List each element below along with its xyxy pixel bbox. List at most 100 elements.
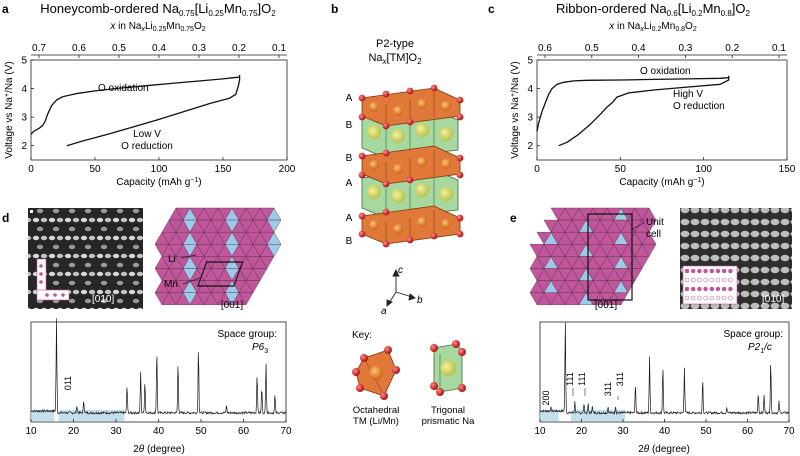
- overlay-atom: [728, 277, 733, 283]
- overlay-atom: [684, 277, 690, 283]
- overlay-atom: [703, 295, 708, 301]
- overlay-atom: [728, 295, 733, 301]
- mn-octahedron: [245, 280, 261, 294]
- panel-a-title: Honeycomb-ordered Na0.75[Li0.25Mn0.75]O2: [40, 1, 276, 18]
- panel-d-xrd-axes: 10 20 30 40 50 60 70: [25, 419, 292, 437]
- top-tick-label: 0.1: [272, 43, 286, 54]
- panel-c: c Ribbon-ordered Na0.6[Li0.2Mn0.8]O2 x i…: [488, 1, 796, 188]
- overlay-atom: [703, 286, 708, 292]
- overlay-atom: [709, 295, 715, 301]
- top-tick-label: 0.1: [772, 43, 786, 54]
- overlay-atom: [697, 286, 702, 292]
- overlay-atom: [721, 277, 727, 283]
- overlay-atom: [728, 286, 733, 292]
- key-label: Key:: [352, 330, 372, 341]
- panel-d: d [010] Li Mn [001] 10 20 30 40 50 60 70 Space…: [2, 207, 292, 455]
- y-tick-label: 3: [527, 113, 533, 124]
- panel-letter-a: a: [2, 2, 9, 16]
- overlay-atom: [721, 286, 727, 292]
- panel-c-title: Ribbon-ordered Na0.6[Li0.2Mn0.8]O2: [556, 1, 750, 18]
- overlay-atom: [697, 295, 702, 301]
- panel-a-curves: [30, 74, 241, 147]
- stem-overlay-e: [682, 265, 738, 305]
- key-prism-label-2: prismatic Na: [422, 416, 476, 427]
- li-octahedron: [266, 219, 282, 233]
- y-tick-label: 2: [527, 141, 533, 152]
- panel-d-xrd-pattern: [30, 318, 287, 416]
- x-tick-label: 70: [783, 426, 795, 437]
- mn-label: Mn: [164, 279, 178, 290]
- panel-a-annot-oxidation: O oxidation: [98, 83, 149, 94]
- overlay-atom: [709, 277, 715, 283]
- x-tick-label: 30: [110, 426, 122, 437]
- key-octa-label-1: Octahedral: [353, 405, 399, 416]
- x-tick-label: 10: [534, 426, 546, 437]
- space-group-d: P63: [252, 342, 268, 355]
- panel-c-xlabel: Capacity (mAh g−1): [619, 177, 704, 188]
- overlay-atom: [728, 268, 733, 274]
- key-prism-label-1: Trigonal: [431, 405, 465, 416]
- x-tick-label: 10: [25, 426, 37, 437]
- x-tick-label: 200: [279, 164, 296, 175]
- panel-b-title-1: P2-type: [376, 38, 414, 50]
- space-group-label-e: Space group:: [724, 329, 784, 340]
- x-tick-label: 20: [68, 426, 80, 437]
- mn-octahedron: [613, 292, 629, 306]
- overlay-atom: [709, 286, 715, 292]
- top-tick-label: 0.3: [678, 43, 692, 54]
- voltage-curve: [66, 74, 241, 147]
- x-tick-label: 60: [742, 426, 754, 437]
- top-tick-label: 0.7: [32, 43, 46, 54]
- key-octa-label-2: TM (Li/Mn): [353, 416, 399, 427]
- li-label: Li: [168, 254, 176, 265]
- peak-label: 311: [603, 382, 613, 396]
- y-tick-label: 2: [21, 141, 27, 152]
- panel-d-excluded-bands: [31, 410, 125, 421]
- panel-c-top-axis-label: x in NaxLi0.2Mn0.8O2: [608, 21, 697, 33]
- stem-overlay-d: [36, 258, 70, 301]
- x-tick-label: 20: [576, 426, 588, 437]
- x-tick-label: 0: [534, 164, 540, 175]
- overlay-atom: [703, 268, 708, 274]
- li-pointer: [180, 254, 197, 259]
- panel-a-xlabel: Capacity (mAh g−1): [116, 177, 201, 188]
- y-tick-label: 4: [527, 84, 533, 95]
- unit-cell-pointer: [630, 221, 646, 231]
- stem-zone-label-d: [010]: [92, 294, 114, 305]
- peak-label: 200: [541, 390, 551, 405]
- panel-e-xrd-pattern: [539, 322, 790, 416]
- excluded-region-band: [31, 410, 55, 421]
- xrd-trace: [539, 322, 790, 416]
- axis-c-label: c: [398, 265, 403, 276]
- voltage-curve: [30, 76, 240, 135]
- overlay-atom: [690, 268, 696, 274]
- overlay-atom: [715, 277, 721, 283]
- stem-zone-label-e: [010]: [762, 294, 784, 305]
- axis-b-label: b: [417, 295, 423, 306]
- x-tick-label: 50: [89, 164, 101, 175]
- panel-a-top-ticks: 0.7 0.6 0.5 0.4 0.3 0.2 0.1: [31, 43, 287, 58]
- panel-letter-c: c: [488, 2, 495, 16]
- unit-cell-box-e: [587, 213, 633, 301]
- mn-octahedron: [634, 256, 650, 269]
- overlay-atom: [684, 286, 690, 292]
- panel-a-axes: 0 50 100 150 200 2 3 4 5: [21, 56, 295, 176]
- peak-label-011: 011: [63, 376, 73, 390]
- peak-label: 311: [615, 372, 625, 386]
- layer-label: A: [346, 178, 353, 189]
- x-tick-label: 50: [700, 426, 712, 437]
- panel-c-curves: [536, 75, 730, 147]
- peak-label: 111: [577, 372, 587, 386]
- panel-e-xlabel: 2θ (degree): [638, 444, 690, 455]
- panel-c-axes: 0 50 100 150 2 3 4 5: [527, 56, 795, 176]
- top-tick-label: 0.6: [72, 43, 86, 54]
- panel-letter-b: b: [331, 2, 338, 16]
- mn-octahedron: [641, 244, 657, 257]
- top-tick-label: 0.6: [538, 43, 552, 54]
- panel-letter-e: e: [510, 211, 517, 225]
- overlay-atom: [697, 268, 702, 274]
- overlay-atom: [684, 295, 690, 301]
- layer-label: B: [346, 153, 353, 164]
- voltage-curve: [536, 77, 729, 132]
